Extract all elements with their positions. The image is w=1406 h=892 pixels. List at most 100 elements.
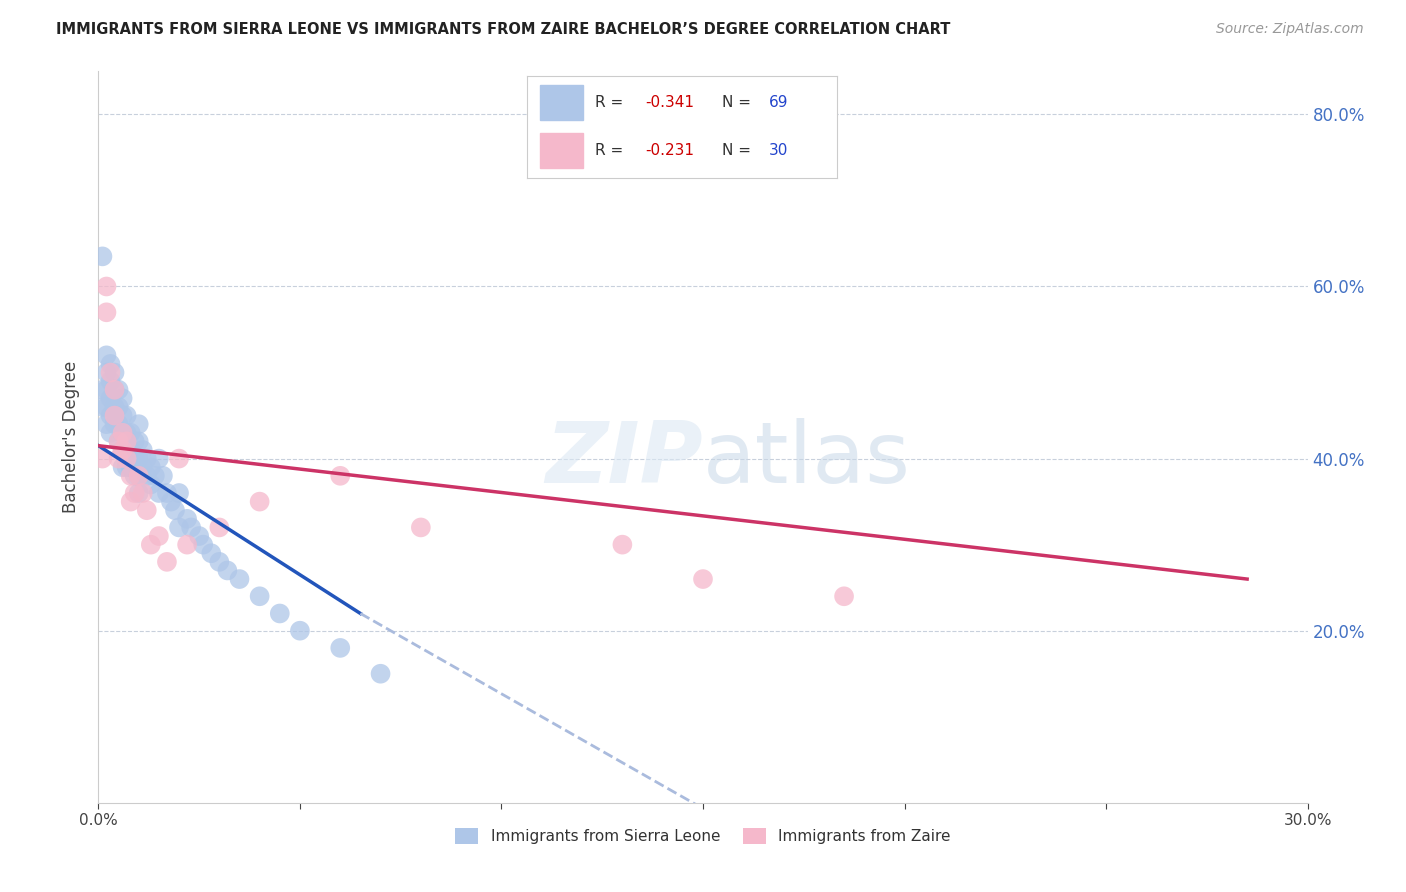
- Point: [91, 383, 114, 397]
- Legend: Immigrants from Sierra Leone, Immigrants from Zaire: Immigrants from Sierra Leone, Immigrants…: [450, 822, 956, 850]
- Point: [176, 538, 198, 552]
- Point: [120, 468, 142, 483]
- Point: [128, 417, 150, 432]
- Point: [107, 400, 129, 414]
- Point: [120, 460, 142, 475]
- Point: [124, 434, 146, 449]
- Point: [692, 572, 714, 586]
- Point: [115, 442, 138, 457]
- Point: [124, 468, 146, 483]
- Point: [180, 520, 202, 534]
- Point: [135, 503, 157, 517]
- Point: [111, 425, 134, 440]
- Point: [128, 486, 150, 500]
- Text: -0.231: -0.231: [645, 144, 693, 158]
- Point: [120, 425, 142, 440]
- Point: [128, 468, 150, 483]
- Point: [107, 417, 129, 432]
- Point: [329, 468, 352, 483]
- Point: [156, 555, 179, 569]
- Point: [163, 503, 186, 517]
- Point: [167, 520, 190, 534]
- Point: [100, 357, 122, 371]
- Point: [103, 366, 125, 380]
- Point: [96, 417, 118, 432]
- Point: [91, 249, 114, 263]
- Point: [832, 589, 855, 603]
- Point: [100, 425, 122, 440]
- Point: [100, 366, 122, 380]
- Point: [132, 442, 155, 457]
- Point: [193, 538, 215, 552]
- Point: [132, 486, 155, 500]
- Point: [176, 512, 198, 526]
- Point: [111, 409, 134, 423]
- Text: R =: R =: [595, 95, 628, 110]
- Point: [139, 538, 162, 552]
- Point: [103, 409, 125, 423]
- Point: [132, 460, 155, 475]
- Point: [100, 409, 122, 423]
- Point: [128, 434, 150, 449]
- Point: [96, 279, 118, 293]
- Point: [370, 666, 392, 681]
- Point: [135, 451, 157, 466]
- Point: [115, 409, 138, 423]
- Point: [329, 640, 352, 655]
- Text: IMMIGRANTS FROM SIERRA LEONE VS IMMIGRANTS FROM ZAIRE BACHELOR’S DEGREE CORRELAT: IMMIGRANTS FROM SIERRA LEONE VS IMMIGRAN…: [56, 22, 950, 37]
- Point: [111, 442, 134, 457]
- Point: [143, 468, 166, 483]
- Point: [96, 366, 118, 380]
- Point: [111, 425, 134, 440]
- Point: [115, 434, 138, 449]
- Point: [103, 383, 125, 397]
- Point: [91, 400, 114, 414]
- Point: [167, 486, 190, 500]
- Text: -0.341: -0.341: [645, 95, 693, 110]
- Point: [148, 529, 170, 543]
- Point: [228, 572, 250, 586]
- Point: [200, 546, 222, 560]
- Text: N =: N =: [723, 144, 756, 158]
- Point: [148, 451, 170, 466]
- Point: [111, 392, 134, 406]
- Point: [96, 400, 118, 414]
- Point: [135, 468, 157, 483]
- Point: [124, 451, 146, 466]
- Point: [217, 564, 239, 578]
- Point: [115, 460, 138, 475]
- Text: Source: ZipAtlas.com: Source: ZipAtlas.com: [1216, 22, 1364, 37]
- Bar: [540, 85, 583, 120]
- Point: [107, 383, 129, 397]
- Point: [103, 400, 125, 414]
- Y-axis label: Bachelor's Degree: Bachelor's Degree: [62, 361, 80, 513]
- Point: [148, 486, 170, 500]
- Point: [115, 451, 138, 466]
- Point: [167, 451, 190, 466]
- Point: [96, 305, 118, 319]
- Text: 69: 69: [769, 95, 787, 110]
- Point: [96, 348, 118, 362]
- Point: [139, 477, 162, 491]
- Point: [111, 442, 134, 457]
- Point: [152, 468, 174, 483]
- Point: [156, 486, 179, 500]
- Point: [107, 451, 129, 466]
- Point: [111, 460, 134, 475]
- Point: [115, 425, 138, 440]
- Point: [103, 417, 125, 432]
- Point: [208, 520, 231, 534]
- Point: [128, 451, 150, 466]
- Point: [120, 442, 142, 457]
- Point: [269, 607, 291, 621]
- Text: N =: N =: [723, 95, 756, 110]
- Point: [120, 494, 142, 508]
- Point: [249, 589, 271, 603]
- Point: [288, 624, 311, 638]
- Text: ZIP: ZIP: [546, 417, 703, 500]
- Point: [139, 460, 162, 475]
- Text: R =: R =: [595, 144, 628, 158]
- Text: 30: 30: [769, 144, 787, 158]
- Point: [612, 538, 634, 552]
- Bar: [540, 133, 583, 168]
